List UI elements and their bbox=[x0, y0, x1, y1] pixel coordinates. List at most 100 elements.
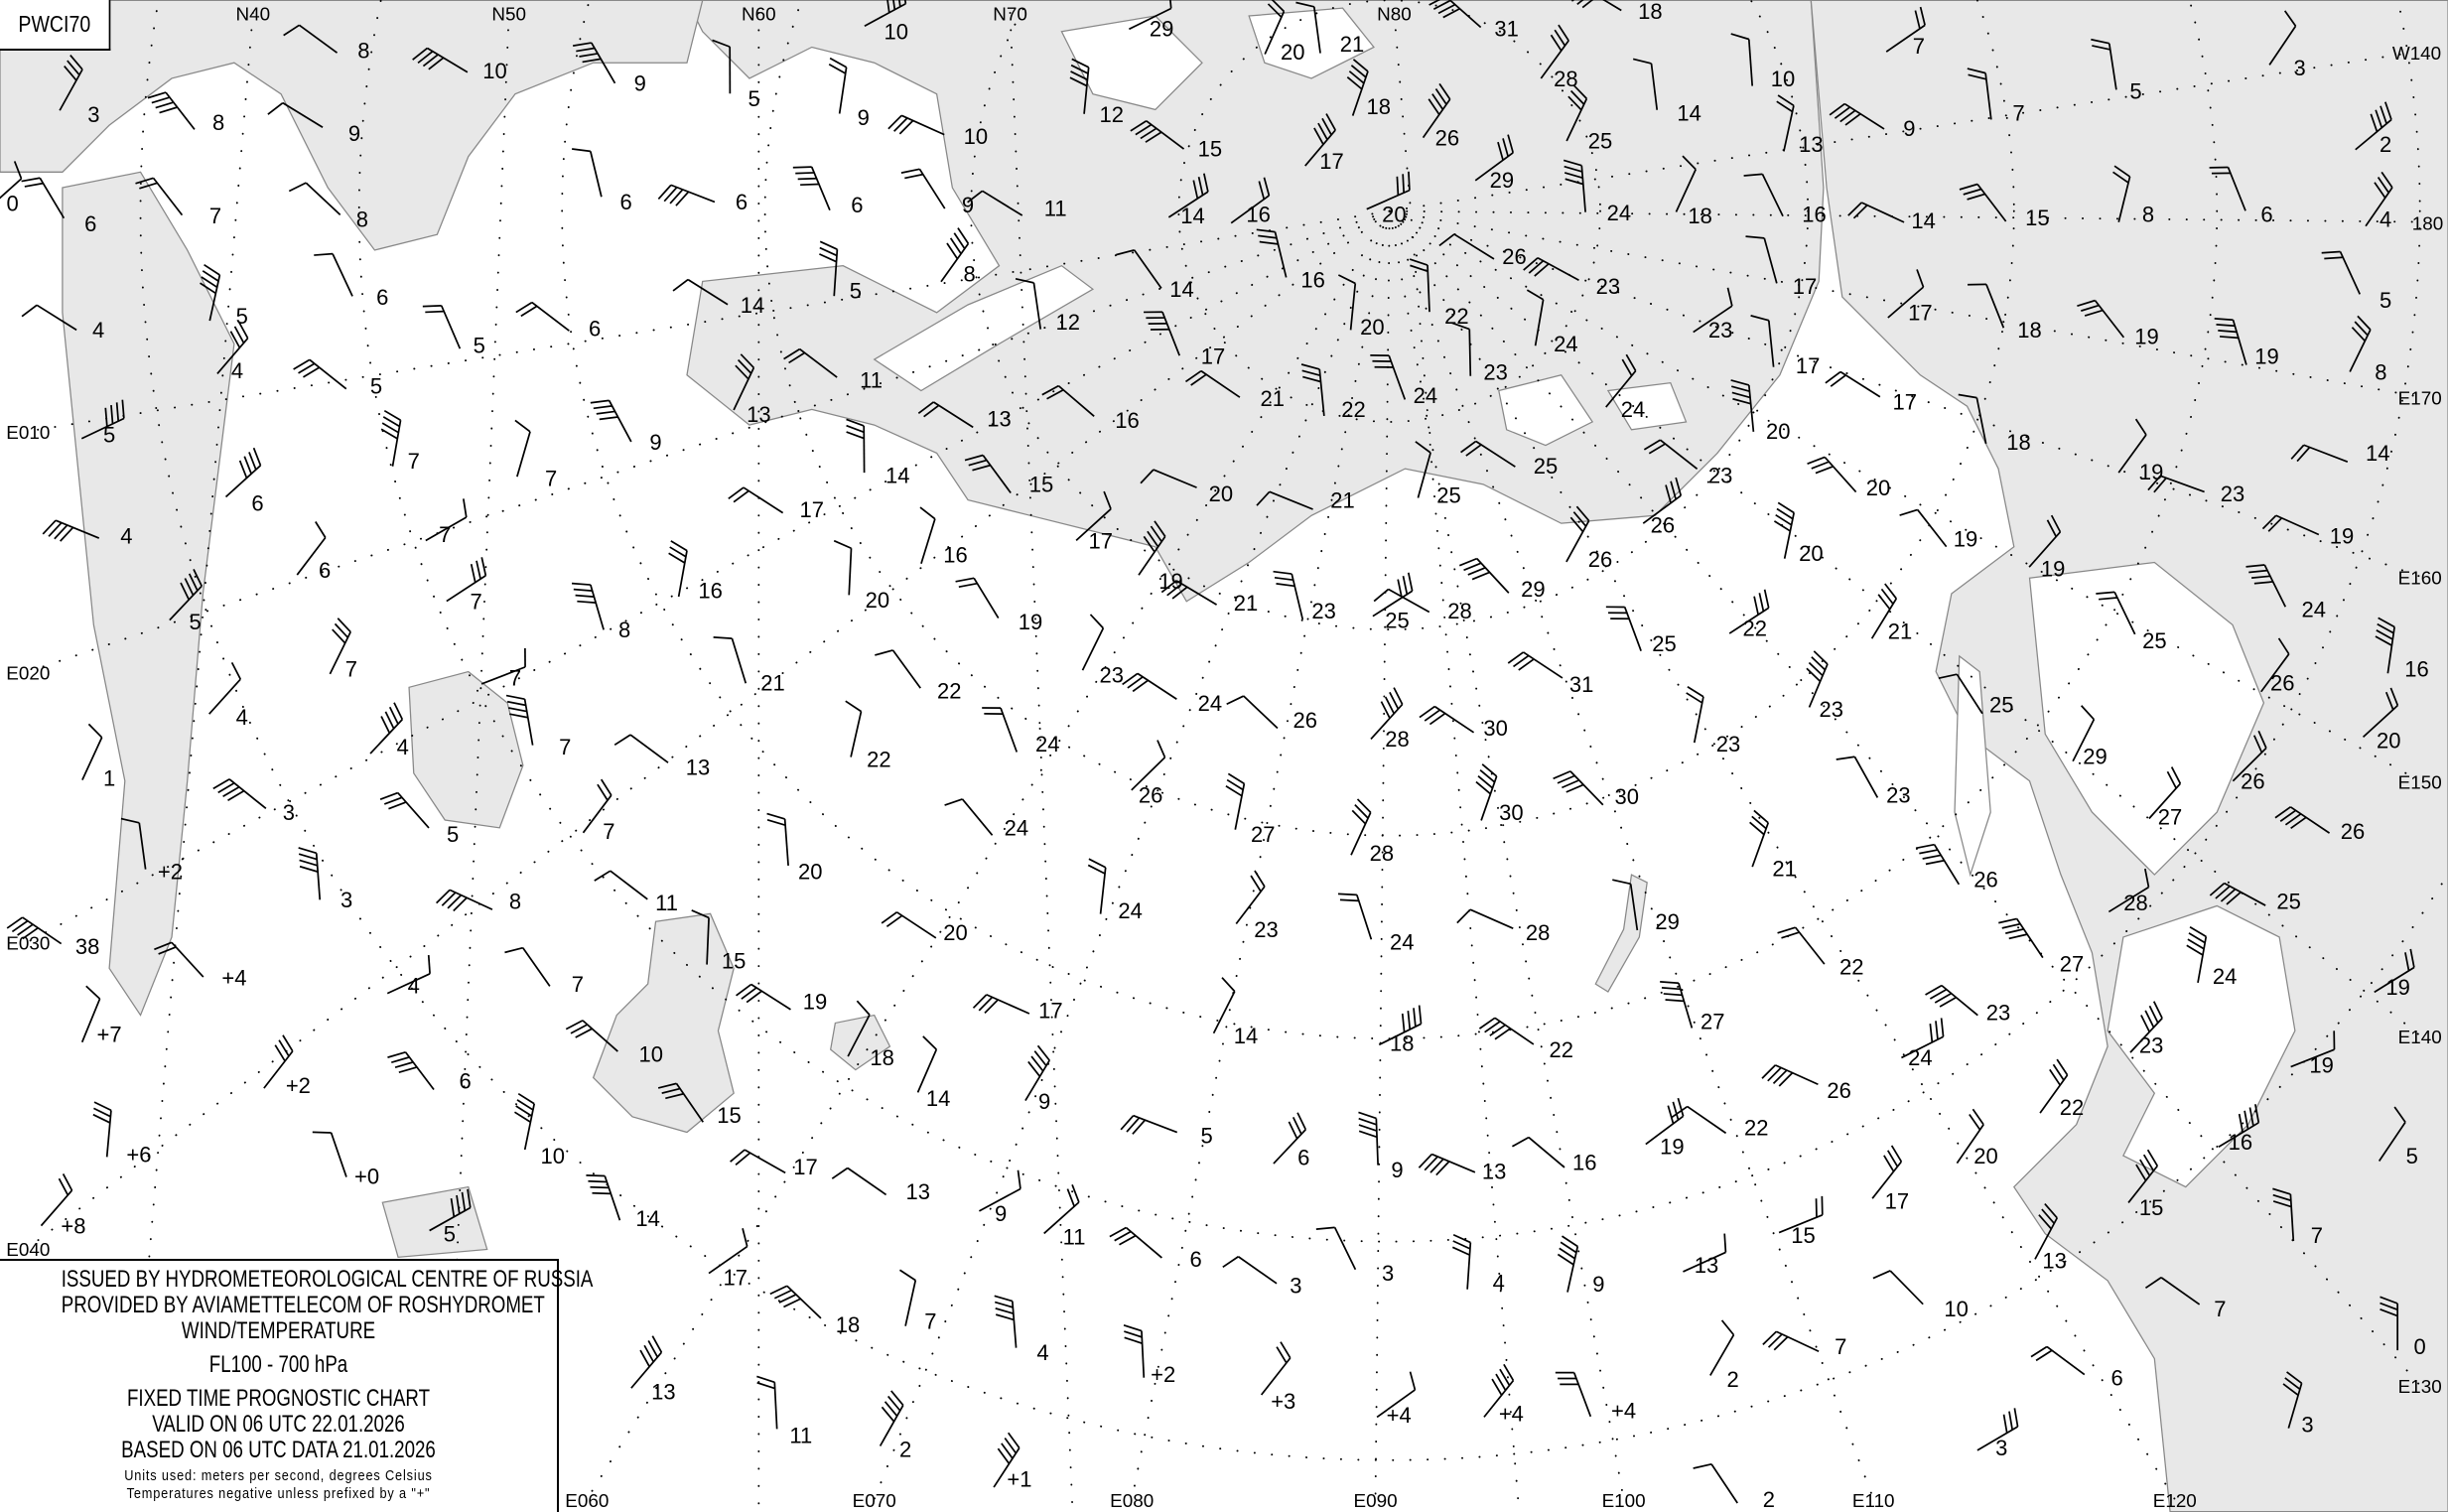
temperature-label: 25 bbox=[1588, 129, 1612, 154]
temperature-label: 25 bbox=[2276, 890, 2300, 914]
temperature-label: 13 bbox=[1695, 1253, 1718, 1278]
wind-barb bbox=[1264, 0, 1286, 55]
grid-label: E080 bbox=[1110, 1490, 1154, 1511]
wind-barb bbox=[730, 1149, 786, 1174]
temperature-label: 3 bbox=[87, 102, 99, 127]
product-line: WIND/TEMPERATURE bbox=[181, 1317, 376, 1344]
wind-barb bbox=[2260, 637, 2290, 693]
wind-barb bbox=[1358, 1111, 1379, 1166]
temperature-label: 25 bbox=[1534, 454, 1558, 479]
temperature-label: 8 bbox=[509, 890, 521, 914]
wind-barb bbox=[1998, 917, 2044, 959]
wind-barb bbox=[1632, 58, 1659, 110]
wind-barb bbox=[1885, 6, 1926, 53]
wind-barb bbox=[380, 409, 402, 467]
temperature-label: 3 bbox=[1290, 1274, 1301, 1299]
wind-barb bbox=[994, 1295, 1018, 1348]
temperature-label: 4 bbox=[1036, 1340, 1048, 1365]
temperature-label: 25 bbox=[1652, 631, 1676, 656]
temperature-label: 17 bbox=[1201, 344, 1225, 369]
temperature-label: 20 bbox=[1360, 315, 1384, 340]
wind-barb bbox=[713, 636, 748, 684]
wind-barb bbox=[1671, 1105, 1727, 1135]
temperature-label: 22 bbox=[1549, 1037, 1572, 1062]
wind-barb bbox=[1409, 258, 1430, 313]
wind-barb bbox=[1557, 1235, 1579, 1293]
wind-barb bbox=[978, 1169, 1021, 1212]
latitude-circle bbox=[358, 0, 2421, 1243]
wind-barb bbox=[1456, 908, 1514, 929]
temperature-label: 24 bbox=[1198, 691, 1222, 716]
grid-label: N50 bbox=[491, 4, 526, 25]
wind-barb bbox=[1130, 120, 1185, 150]
meridian-line bbox=[1388, 51, 2418, 212]
temperature-label: +2 bbox=[286, 1073, 311, 1098]
wind-barb bbox=[1370, 354, 1407, 400]
chart-type-line: FIXED TIME PROGNOSTIC CHART bbox=[126, 1385, 431, 1412]
grid-label: E110 bbox=[1852, 1490, 1895, 1511]
wind-barb bbox=[1612, 879, 1639, 931]
grid-label: E170 bbox=[2398, 388, 2442, 409]
temperature-label: 17 bbox=[1885, 1189, 1909, 1214]
franz-josef-land bbox=[1248, 7, 1375, 79]
wind-barb bbox=[1570, 0, 1622, 12]
temperature-label: 25 bbox=[1436, 483, 1460, 508]
temperature-label: 7 bbox=[509, 666, 521, 691]
wind-barb bbox=[154, 941, 204, 978]
wind-barb bbox=[2148, 766, 2182, 820]
temperature-label: 23 bbox=[2221, 481, 2244, 506]
temperature-label: 24 bbox=[1607, 201, 1631, 225]
wind-barb bbox=[1460, 440, 1516, 468]
temperature-label: 21 bbox=[1330, 487, 1354, 512]
wind-barb bbox=[1337, 274, 1357, 331]
temperature-label: 30 bbox=[1483, 716, 1507, 741]
temperature-label: 13 bbox=[651, 1379, 675, 1404]
wind-barb bbox=[329, 618, 351, 675]
sakhalin bbox=[1954, 654, 1991, 878]
wind-barb bbox=[1222, 1256, 1278, 1285]
temperature-label: 5 bbox=[850, 279, 862, 304]
wind-barb bbox=[1087, 858, 1107, 914]
temperature-label: +6 bbox=[126, 1142, 151, 1167]
temperature-label: 21 bbox=[1234, 591, 1258, 616]
wind-barb bbox=[2218, 1104, 2260, 1149]
grid-label: E120 bbox=[2153, 1490, 2197, 1511]
temperature-label: 21 bbox=[1340, 32, 1364, 57]
wind-barb bbox=[2365, 171, 2393, 227]
wind-barb bbox=[425, 498, 468, 542]
temperature-label: +7 bbox=[97, 1022, 122, 1046]
temperature-label: 20 bbox=[1799, 541, 1823, 566]
temperature-label: 22 bbox=[1341, 397, 1365, 422]
temperature-label: 30 bbox=[1499, 800, 1523, 825]
wind-barb bbox=[446, 557, 487, 603]
wind-barb bbox=[208, 661, 242, 715]
temperature-label: 3 bbox=[283, 800, 295, 825]
temperature-label: 29 bbox=[2083, 744, 2107, 768]
temperature-label: 5 bbox=[447, 822, 459, 847]
wind-barb bbox=[1300, 363, 1325, 417]
temperature-label: 15 bbox=[1791, 1223, 1815, 1248]
wind-barb bbox=[267, 101, 324, 129]
temperature-label: 6 bbox=[319, 558, 331, 583]
temperature-label: 15 bbox=[722, 948, 746, 973]
temperature-label: 4 bbox=[236, 705, 248, 730]
wind-barb bbox=[429, 1188, 472, 1232]
wind-barb bbox=[2144, 1277, 2201, 1306]
temperature-label: 12 bbox=[1100, 102, 1124, 127]
wind-barb bbox=[1438, 233, 1495, 260]
temperature-label: 9 bbox=[649, 430, 661, 455]
wind-barb bbox=[513, 1092, 536, 1151]
temperature-label: 31 bbox=[1569, 672, 1593, 697]
wind-barb bbox=[1418, 1153, 1476, 1176]
wind-barb bbox=[1958, 393, 1987, 445]
wind-barb bbox=[630, 1335, 663, 1389]
temperature-label: 14 bbox=[885, 463, 909, 487]
temperature-label: +0 bbox=[354, 1164, 379, 1188]
wind-barb bbox=[1304, 113, 1336, 167]
wind-barb bbox=[2147, 475, 2205, 493]
wind-barb bbox=[1807, 456, 1857, 493]
temperature-label: 26 bbox=[1588, 547, 1612, 572]
temperature-label: 5 bbox=[189, 610, 201, 634]
temperature-label: 3 bbox=[2293, 56, 2305, 80]
temperature-label: 24 bbox=[1035, 732, 1059, 756]
